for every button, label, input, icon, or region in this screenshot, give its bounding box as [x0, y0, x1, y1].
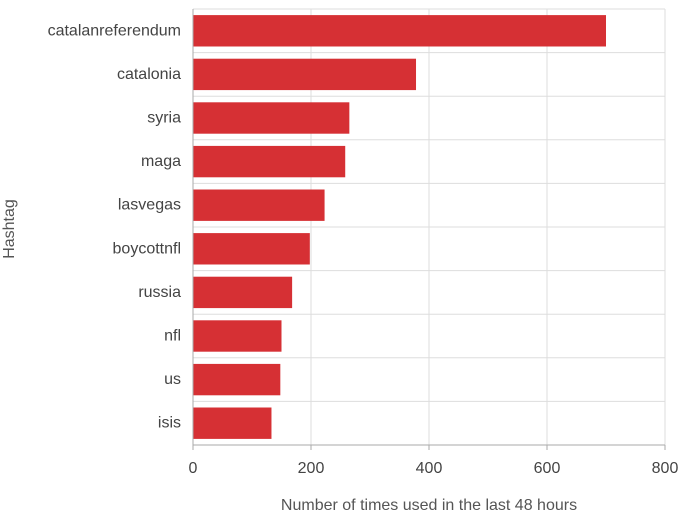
- bar-us: [193, 363, 281, 396]
- x-tick-label: 200: [298, 460, 325, 477]
- category-label-lasvegas: lasvegas: [118, 197, 181, 214]
- category-label-isis: isis: [158, 415, 181, 432]
- bar-maga: [193, 145, 346, 178]
- category-labels: catalanreferendum catalonia syria maga lasve…: [48, 22, 182, 431]
- x-tick-label: 600: [534, 460, 561, 477]
- bar-isis: [193, 407, 272, 439]
- x-axis-title: Number of times used in the last 48 hour…: [281, 497, 577, 513]
- bar-catalanreferendum: [193, 15, 606, 47]
- x-tick-label: 400: [416, 460, 443, 477]
- bar-russia: [193, 276, 293, 309]
- y-axis-title: Hashtag: [1, 199, 18, 259]
- bar-nfl: [193, 320, 282, 352]
- category-label-syria: syria: [147, 110, 181, 127]
- category-label-boycottnfl: boycottnfl: [113, 240, 181, 257]
- category-label-maga: maga: [141, 153, 181, 170]
- category-label-catalanreferendum: catalanreferendum: [48, 22, 181, 39]
- bars: [193, 15, 606, 439]
- x-tick-label: 0: [189, 460, 198, 477]
- x-tick-labels: 0 200 400 600 800: [189, 460, 679, 477]
- category-label-catalonia: catalonia: [117, 66, 181, 83]
- category-label-nfl: nfl: [164, 328, 181, 345]
- bar-boycottnfl: [193, 233, 310, 265]
- gridlines: [192, 8, 666, 446]
- bar-catalonia: [193, 58, 417, 91]
- category-label-us: us: [164, 371, 181, 388]
- bar-lasvegas: [193, 189, 325, 221]
- x-tick-label: 800: [652, 460, 679, 477]
- axes: [192, 9, 666, 450]
- bar-syria: [193, 102, 350, 134]
- category-label-russia: russia: [138, 284, 181, 301]
